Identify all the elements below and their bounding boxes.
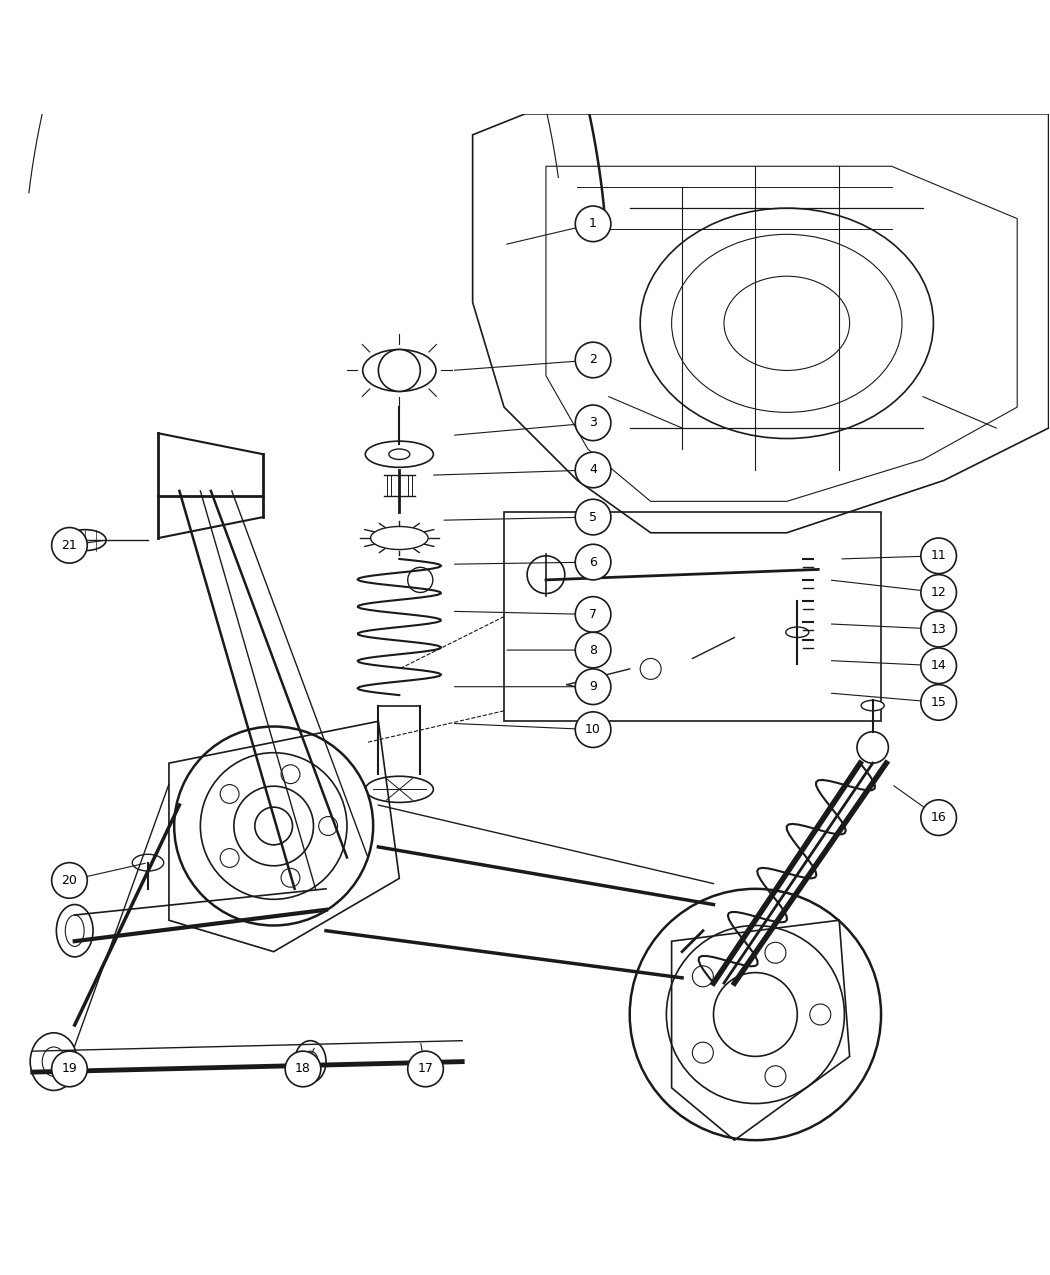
Circle shape — [51, 863, 87, 899]
Ellipse shape — [132, 854, 164, 871]
Text: 11: 11 — [930, 550, 946, 562]
Circle shape — [220, 849, 239, 867]
Circle shape — [575, 453, 611, 488]
Ellipse shape — [30, 1033, 78, 1090]
Text: 21: 21 — [62, 539, 78, 552]
Text: 8: 8 — [589, 644, 597, 657]
Ellipse shape — [57, 904, 93, 958]
Circle shape — [174, 727, 373, 926]
Text: 9: 9 — [589, 681, 597, 694]
Circle shape — [407, 567, 433, 593]
Circle shape — [281, 868, 300, 887]
Text: 6: 6 — [589, 556, 597, 569]
Circle shape — [286, 1051, 321, 1086]
Circle shape — [921, 685, 957, 720]
Text: 5: 5 — [589, 510, 597, 524]
Text: 20: 20 — [62, 873, 78, 887]
Circle shape — [921, 648, 957, 683]
Text: 19: 19 — [62, 1062, 78, 1075]
Text: 13: 13 — [930, 622, 946, 636]
Text: 10: 10 — [585, 723, 601, 736]
Text: 7: 7 — [589, 608, 597, 621]
Text: 15: 15 — [930, 696, 947, 709]
Ellipse shape — [785, 627, 808, 638]
Text: 1: 1 — [589, 217, 597, 231]
Circle shape — [281, 765, 300, 784]
Circle shape — [630, 889, 881, 1140]
Circle shape — [810, 1003, 831, 1025]
Ellipse shape — [302, 1051, 318, 1072]
Ellipse shape — [65, 915, 84, 946]
Circle shape — [201, 752, 346, 899]
Ellipse shape — [64, 529, 106, 551]
Circle shape — [51, 528, 87, 564]
Circle shape — [234, 787, 314, 866]
Circle shape — [692, 1042, 713, 1063]
Ellipse shape — [295, 1040, 327, 1082]
Circle shape — [714, 973, 797, 1057]
Circle shape — [407, 1051, 443, 1086]
Circle shape — [921, 611, 957, 646]
Circle shape — [575, 342, 611, 377]
Circle shape — [640, 658, 662, 680]
Text: 16: 16 — [930, 811, 946, 824]
Text: 12: 12 — [930, 586, 946, 599]
Circle shape — [575, 632, 611, 668]
Ellipse shape — [861, 700, 884, 710]
Ellipse shape — [388, 449, 410, 459]
Circle shape — [667, 926, 844, 1104]
Circle shape — [857, 732, 888, 764]
Circle shape — [575, 544, 611, 580]
Circle shape — [575, 405, 611, 441]
Text: 3: 3 — [589, 417, 597, 430]
Circle shape — [575, 207, 611, 242]
Circle shape — [378, 349, 420, 391]
Circle shape — [575, 597, 611, 632]
Circle shape — [527, 556, 565, 594]
Ellipse shape — [365, 441, 434, 468]
Circle shape — [51, 1051, 87, 1086]
Circle shape — [765, 1066, 785, 1086]
Text: 2: 2 — [589, 353, 597, 366]
Ellipse shape — [362, 349, 436, 391]
Circle shape — [220, 784, 239, 803]
Circle shape — [255, 807, 293, 845]
Text: 18: 18 — [295, 1062, 311, 1075]
Circle shape — [921, 538, 957, 574]
Circle shape — [575, 500, 611, 536]
Circle shape — [575, 669, 611, 705]
Circle shape — [575, 711, 611, 747]
Circle shape — [765, 942, 785, 963]
Ellipse shape — [365, 776, 434, 802]
Text: 17: 17 — [418, 1062, 434, 1075]
Circle shape — [692, 966, 713, 987]
Text: 14: 14 — [930, 659, 946, 672]
Ellipse shape — [42, 1047, 65, 1076]
Circle shape — [921, 575, 957, 611]
Circle shape — [319, 816, 337, 835]
Circle shape — [921, 799, 957, 835]
Text: 4: 4 — [589, 463, 597, 477]
